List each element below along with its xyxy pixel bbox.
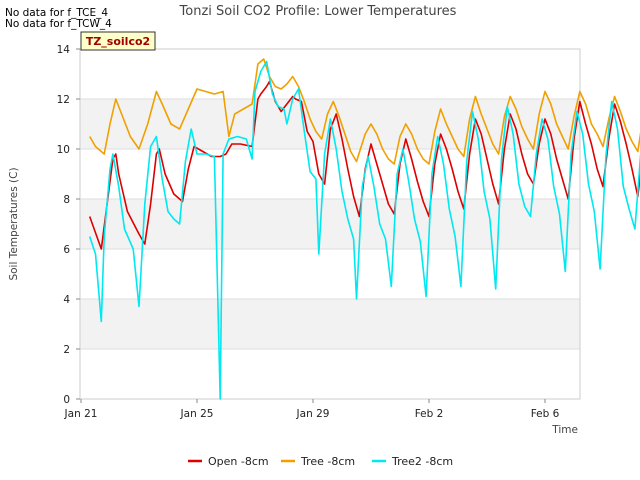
grid-band bbox=[80, 199, 580, 249]
grid-band bbox=[80, 149, 580, 199]
badge-label: TZ_soilco2 bbox=[86, 35, 150, 48]
grid-band bbox=[80, 349, 580, 399]
x-axis-title: Time bbox=[551, 424, 578, 436]
x-tick-label: Jan 21 bbox=[64, 408, 98, 420]
y-tick-label: 14 bbox=[57, 44, 71, 56]
chart-title: Tonzi Soil CO2 Profile: Lower Temperatur… bbox=[179, 4, 457, 19]
y-tick-label: 0 bbox=[63, 394, 70, 406]
background-bands bbox=[80, 48, 580, 400]
x-tick-label: Jan 29 bbox=[296, 408, 330, 420]
y-tick-label: 8 bbox=[63, 194, 70, 206]
y-axis: 0 2 4 6 8 10 12 14 bbox=[57, 44, 80, 406]
legend-label: Open -8cm bbox=[208, 455, 269, 468]
y-tick-label: 4 bbox=[63, 294, 70, 306]
series-layer bbox=[88, 58, 640, 400]
y-tick-label: 6 bbox=[63, 244, 70, 256]
legend: Open -8cm Tree -8cm Tree2 -8cm bbox=[188, 455, 453, 468]
grid-band bbox=[80, 249, 580, 299]
x-tick-label: Feb 6 bbox=[531, 408, 560, 420]
y-tick-label: 12 bbox=[57, 94, 70, 106]
legend-label: Tree2 -8cm bbox=[391, 455, 453, 468]
x-axis: Jan 21 Jan 25 Jan 29 Feb 2 Feb 6 bbox=[64, 399, 560, 420]
series-line-open-8cm bbox=[88, 80, 640, 250]
legend-label: Tree -8cm bbox=[300, 455, 355, 468]
series-line-tree-8cm bbox=[89, 58, 640, 165]
legend-item[interactable]: Tree -8cm bbox=[281, 455, 355, 468]
x-tick-label: Feb 2 bbox=[415, 408, 444, 420]
x-tick-label: Jan 25 bbox=[180, 408, 214, 420]
no-data-note-tcw: No data for f_TCW_4 bbox=[5, 18, 112, 30]
series-line-tree2-8cm bbox=[88, 60, 640, 400]
plot-frame bbox=[79, 48, 581, 400]
y-axis-title: Soil Temperatures (C) bbox=[8, 167, 20, 280]
no-data-note-tce: No data for f_TCE_4 bbox=[5, 7, 109, 19]
grid-band bbox=[80, 49, 580, 99]
badge-box bbox=[80, 31, 156, 51]
y-tick-label: 10 bbox=[57, 144, 70, 156]
legend-item[interactable]: Open -8cm bbox=[188, 455, 269, 468]
y-tick-label: 2 bbox=[63, 344, 70, 356]
legend-item[interactable]: Tree2 -8cm bbox=[372, 455, 453, 468]
source-badge[interactable]: TZ_soilco2 bbox=[80, 31, 156, 51]
grid-band bbox=[80, 299, 580, 349]
